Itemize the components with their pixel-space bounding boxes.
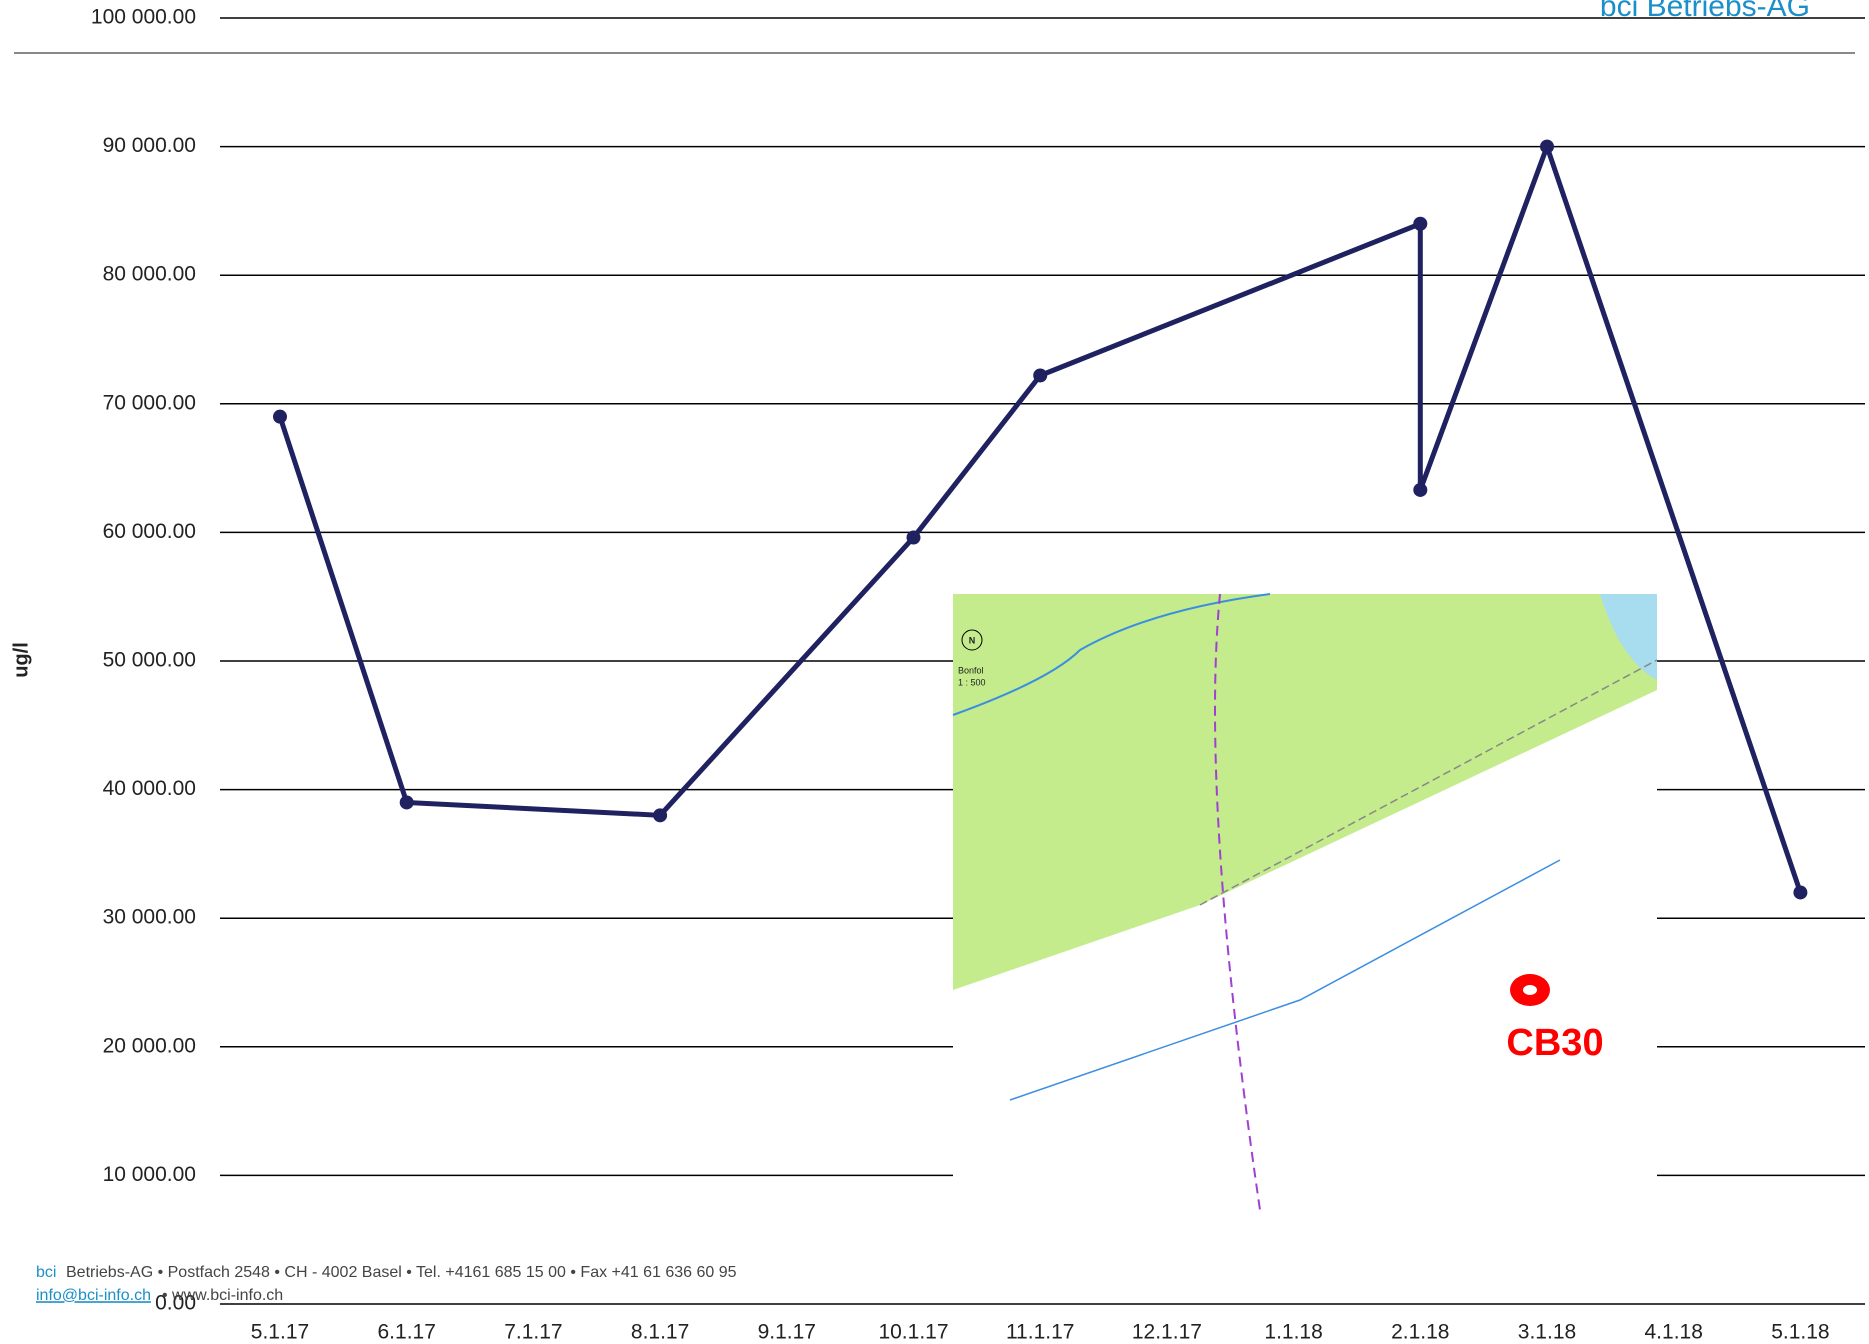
point bbox=[1413, 482, 1428, 497]
map-north: N bbox=[969, 635, 976, 645]
x-tick-label: 12.1.17 bbox=[1132, 1321, 1202, 1344]
map-green-area bbox=[953, 594, 1657, 990]
footer-line2: • www.bci-info.ch bbox=[162, 1287, 283, 1304]
map-water bbox=[1600, 594, 1657, 680]
point bbox=[653, 808, 668, 823]
x-tick-label: 1.1.18 bbox=[1264, 1321, 1322, 1344]
map-boundary bbox=[1214, 593, 1261, 1211]
x-tick-label: 8.1.17 bbox=[631, 1321, 689, 1344]
map-marker-center bbox=[1523, 985, 1537, 995]
x-tick-label: 5.1.18 bbox=[1771, 1321, 1829, 1344]
map-place: Bonfol bbox=[958, 665, 984, 675]
y-axis-label: ug/l bbox=[10, 642, 32, 678]
y-tick-label: 20 000.00 bbox=[103, 1034, 196, 1057]
x-tick-label: 7.1.17 bbox=[504, 1321, 562, 1344]
x-tick-label: 5.1.17 bbox=[251, 1321, 309, 1344]
y-tick-label: 100 000.00 bbox=[91, 6, 196, 29]
y-tick-label: 30 000.00 bbox=[103, 906, 196, 929]
point bbox=[906, 530, 921, 545]
footer-brand: bci bbox=[36, 1264, 56, 1281]
footer-email[interactable]: info@bci-info.ch bbox=[36, 1287, 151, 1304]
x-tick-label: 6.1.17 bbox=[378, 1321, 436, 1344]
y-tick-label: 90 000.00 bbox=[103, 134, 196, 157]
point bbox=[399, 795, 414, 810]
point bbox=[273, 409, 287, 424]
y-tick-label: 70 000.00 bbox=[103, 391, 196, 414]
y-tick-label: 60 000.00 bbox=[103, 520, 196, 543]
map-pipe bbox=[1009, 859, 1561, 1101]
point bbox=[1540, 139, 1554, 154]
y-tick-label: 80 000.00 bbox=[103, 263, 196, 286]
point bbox=[1793, 885, 1808, 900]
map-inset: N Bonfol 1 : 500 CB30 bbox=[952, 593, 1658, 1218]
y-tick-label: 10 000.00 bbox=[103, 1163, 196, 1186]
map-north-circle bbox=[961, 629, 983, 651]
x-tick-label: 11.1.17 bbox=[1006, 1321, 1075, 1344]
x-tick-label: 10.1.17 bbox=[878, 1321, 948, 1344]
x-tick-label: 3.1.18 bbox=[1518, 1321, 1576, 1344]
y-tick-label: 0.00 bbox=[155, 1292, 196, 1315]
x-tick-label: 4.1.18 bbox=[1645, 1321, 1703, 1344]
point bbox=[1413, 216, 1428, 231]
map-fence bbox=[1199, 659, 1658, 906]
y-tick-label: 50 000.00 bbox=[103, 649, 196, 672]
footer-line1: Betriebs-AG • Postfach 2548 • CH - 4002 … bbox=[66, 1264, 737, 1281]
map-scale: 1 : 500 bbox=[958, 677, 986, 687]
x-tick-label: 9.1.17 bbox=[758, 1321, 816, 1344]
x-tick-label: 2.1.18 bbox=[1391, 1321, 1449, 1344]
map-label: CB30 bbox=[1506, 1022, 1603, 1064]
y-tick-label: 40 000.00 bbox=[103, 777, 196, 800]
map-stream bbox=[952, 593, 1271, 716]
plot bbox=[273, 139, 1808, 900]
header-brand: bci Betriebs-AG bbox=[1600, 0, 1810, 23]
point bbox=[1033, 368, 1048, 383]
